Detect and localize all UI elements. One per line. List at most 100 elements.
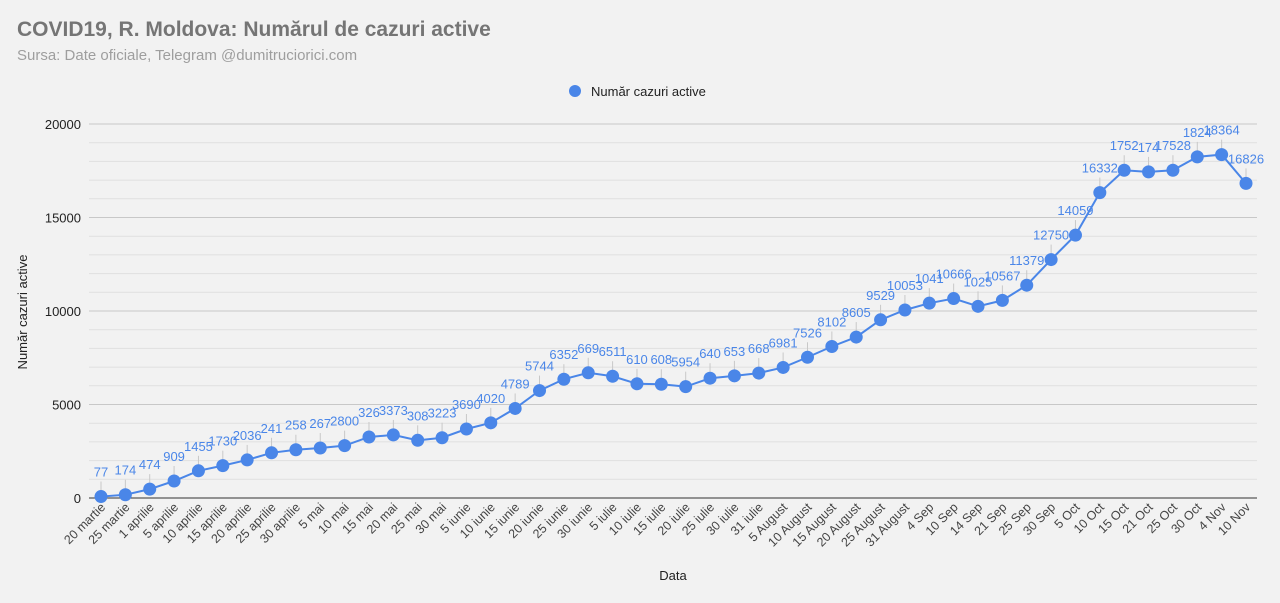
data-point	[922, 296, 936, 310]
data-label: 308	[407, 408, 429, 423]
data-label: 267	[309, 416, 331, 431]
chart-title: COVID19, R. Moldova: Numărul de cazuri a…	[17, 18, 491, 41]
data-point	[971, 299, 985, 313]
data-label: 5954	[671, 355, 700, 370]
data-point	[1166, 163, 1180, 177]
data-label: 8102	[817, 314, 846, 329]
data-label: 2036	[233, 428, 262, 443]
data-point	[94, 490, 108, 504]
y-tick-label: 20000	[45, 117, 81, 132]
data-label: 10567	[984, 268, 1020, 283]
data-label: 77	[94, 465, 108, 480]
data-point	[776, 360, 790, 374]
data-label: 11379	[1009, 253, 1044, 268]
data-point	[216, 459, 230, 473]
data-label: 12750	[1033, 228, 1069, 243]
data-point	[240, 453, 254, 467]
data-label: 1824	[1183, 125, 1212, 140]
data-point	[1215, 148, 1229, 162]
data-label: 3223	[428, 406, 457, 421]
data-label: 1041	[915, 271, 944, 286]
data-label: 4789	[501, 376, 530, 391]
data-label: 4020	[476, 391, 505, 406]
data-label: 174	[1138, 140, 1160, 155]
data-label: 326	[358, 405, 380, 420]
data-label: 610	[626, 352, 648, 367]
data-label: 17528	[1155, 138, 1191, 153]
data-label: 241	[261, 421, 283, 436]
chart-subtitle: Sursa: Date oficiale, Telegram @dumitruc…	[17, 47, 358, 64]
data-label: 1752	[1110, 138, 1139, 153]
data-point	[1117, 163, 1131, 177]
y-tick-label: 15000	[45, 211, 81, 226]
data-point	[654, 377, 668, 391]
data-point	[825, 339, 839, 353]
data-point	[1142, 165, 1156, 179]
data-point	[1093, 186, 1107, 200]
data-label: 1455	[184, 439, 213, 454]
data-point	[362, 430, 376, 444]
data-label: 18364	[1204, 123, 1240, 138]
data-label: 7526	[793, 325, 822, 340]
data-label: 10666	[936, 267, 972, 282]
data-label: 474	[139, 457, 161, 472]
data-label: 2800	[330, 414, 359, 429]
data-point	[1190, 150, 1204, 164]
data-point	[533, 384, 547, 398]
data-label: 10053	[887, 278, 923, 293]
data-label: 909	[163, 449, 185, 464]
data-point	[679, 380, 693, 394]
data-label: 8605	[842, 305, 871, 320]
data-point	[386, 428, 400, 442]
legend-marker	[569, 85, 581, 97]
data-point	[606, 369, 620, 383]
data-point	[1044, 253, 1058, 267]
data-point	[167, 474, 181, 488]
data-label: 5744	[525, 359, 554, 374]
data-label: 16332	[1082, 161, 1118, 176]
data-point	[289, 443, 303, 457]
data-point	[630, 377, 644, 391]
legend-label: Număr cazuri active	[591, 84, 706, 99]
data-label: 1025	[964, 274, 993, 289]
data-point	[703, 371, 717, 385]
y-axis-ticks: 0 5000 10000 15000 20000	[45, 117, 81, 506]
data-point	[1068, 228, 1082, 242]
data-label: 6352	[549, 347, 578, 362]
data-label: 6981	[769, 335, 798, 350]
data-label: 258	[285, 418, 307, 433]
data-point	[191, 464, 205, 478]
data-label: 608	[650, 352, 672, 367]
data-point	[849, 330, 863, 344]
data-point	[947, 292, 961, 306]
y-axis-title: Număr cazuri active	[15, 255, 30, 370]
data-point	[435, 431, 449, 445]
data-point	[898, 303, 912, 317]
gridlines	[89, 123, 1257, 480]
data-point	[484, 416, 498, 430]
data-point	[1020, 278, 1034, 292]
data-label: 9529	[866, 288, 895, 303]
data-point	[557, 372, 571, 386]
data-point	[459, 422, 473, 436]
y-tick-label: 10000	[45, 304, 81, 319]
data-label: 174	[115, 463, 137, 478]
data-label: 668	[748, 341, 770, 356]
data-label: 3690	[452, 397, 481, 412]
data-point	[874, 313, 888, 327]
data-point	[265, 446, 279, 460]
data-point	[118, 488, 132, 502]
data-point	[995, 293, 1009, 307]
data-point	[313, 441, 327, 455]
data-label: 1730	[208, 434, 237, 449]
data-label: 6511	[599, 344, 627, 359]
data-label: 653	[724, 344, 746, 359]
data-label: 640	[699, 346, 721, 361]
data-point	[1239, 176, 1253, 190]
data-point	[727, 369, 741, 383]
legend: Număr cazuri active	[569, 84, 706, 99]
data-point	[411, 433, 425, 447]
